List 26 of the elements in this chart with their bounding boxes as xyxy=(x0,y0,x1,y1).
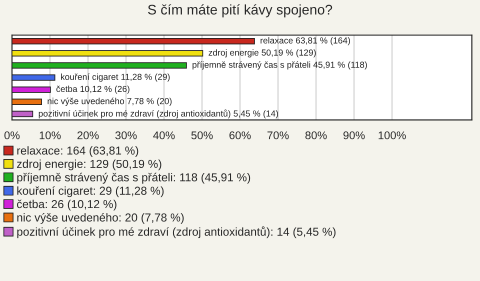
legend-label: zdroj energie: 129 (50,19 %) xyxy=(16,160,162,170)
chart-title: S čím máte pití kávy spojeno? xyxy=(148,4,332,18)
legend-label: relaxace: 164 (63,81 %) xyxy=(17,146,138,157)
data-label: četba 10,12 % (26) xyxy=(56,86,130,94)
legend-label: příjemně strávený čas s přáteli: 118 (45,91 %) xyxy=(17,172,250,184)
x-tick-label: 60% xyxy=(229,131,251,140)
legend-label: četba: 26 (10,12 %) xyxy=(17,200,116,210)
x-tick-label: 100% xyxy=(378,131,406,140)
x-tick-label: 50% xyxy=(191,131,213,140)
x-tick-label: 20% xyxy=(77,131,99,140)
x-tick-label: 40% xyxy=(153,131,175,140)
data-label: kouření cigaret 11,28 % (29) xyxy=(61,73,170,82)
legend-label: pozitivní účinek pro mé zdraví (zdroj antioxidantů): 14 (5,45 %) xyxy=(17,226,336,238)
x-tick-label: 10% xyxy=(40,131,61,140)
x-tick-label: 70% xyxy=(267,131,289,140)
data-label: příjemně strávený čas s přáteli 45,91 % (118) xyxy=(192,61,367,70)
x-tick-label: 90% xyxy=(343,131,365,140)
x-tick-label: 30% xyxy=(115,131,137,140)
legend-label: kouření cigaret: 29 (11,28 %) xyxy=(17,186,164,198)
data-label: pozitivní účinek pro mé zdraví (zdroj antioxidantů) 5,45 % (14) xyxy=(38,109,278,118)
x-tick-label: 80% xyxy=(305,131,327,140)
data-label: nic výše uvedeného 7,78 % (20) xyxy=(48,98,172,106)
legend-label: nic výše uvedeného: 20 (7,78 %) xyxy=(17,212,184,224)
data-label: zdroj energie 50,19 % (129) xyxy=(208,49,316,58)
x-tick-label: 0% xyxy=(4,131,20,140)
data-label: relaxace 63,81 % (164) xyxy=(260,37,350,46)
